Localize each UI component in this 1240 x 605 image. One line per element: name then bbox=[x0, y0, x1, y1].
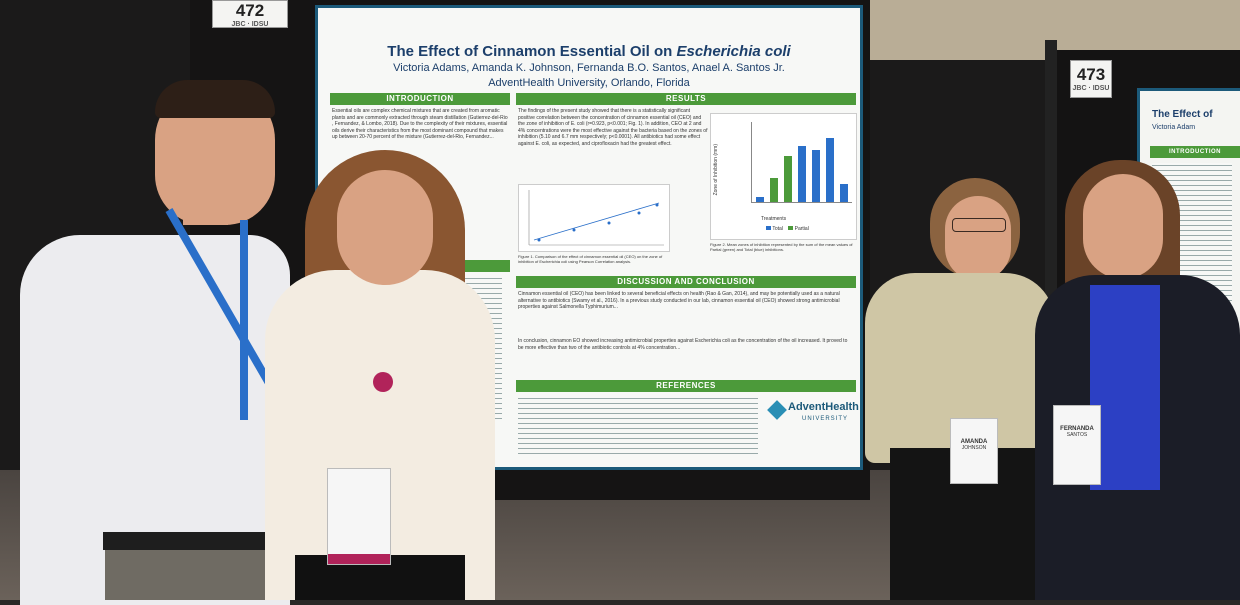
conclusion-text: In conclusion, cinnamon EO showed increa… bbox=[518, 338, 848, 351]
scatter-chart bbox=[518, 184, 670, 252]
bar-plot-area bbox=[751, 122, 852, 203]
scatter-plot bbox=[528, 190, 664, 246]
badge-pin-icon bbox=[373, 372, 393, 392]
booth-tag-left: 472 JBC · IDSU bbox=[212, 0, 288, 28]
booth-number: 472 bbox=[235, 1, 265, 20]
poster-affiliation: AdventHealth University, Orlando, Florid… bbox=[488, 77, 690, 89]
booth-tag-right: 473 JBC · IDSU bbox=[1070, 60, 1112, 98]
bar-chart: Treatments Zone of Inhibition (mm) Total… bbox=[710, 113, 857, 240]
face bbox=[945, 196, 1011, 281]
fig2-caption: Figure 2. Mean zones of inhibition repre… bbox=[710, 242, 853, 252]
results-text: The findings of the present study showed… bbox=[518, 108, 708, 147]
person-woman-blazer: FERNANDA SANTOS bbox=[1035, 160, 1240, 600]
poster2-authors: Victoria Adam bbox=[1152, 124, 1196, 131]
face bbox=[337, 170, 433, 285]
badge-name: AMANDA bbox=[960, 439, 988, 445]
bar bbox=[756, 197, 764, 202]
adventhealth-logo-icon bbox=[767, 400, 787, 420]
chart-ylabel: Zone of Inhibition (mm) bbox=[713, 144, 719, 196]
person-woman-cream bbox=[265, 150, 495, 600]
poster2-section: INTRODUCTION bbox=[1150, 146, 1240, 158]
lanyard-strap bbox=[240, 220, 248, 420]
booth-sub: JBC · IDSU bbox=[231, 21, 269, 28]
booth-sub: JBC · IDSU bbox=[1072, 85, 1110, 92]
person-man-left bbox=[15, 80, 305, 605]
logo-sub: UNIVERSITY bbox=[802, 416, 849, 422]
blue-top bbox=[1090, 285, 1160, 490]
hair bbox=[155, 80, 275, 118]
badge-name: FERNANDA bbox=[1060, 426, 1094, 432]
badge-surname: JOHNSON bbox=[961, 445, 987, 451]
conference-badge: AMANDA JOHNSON bbox=[950, 418, 998, 484]
section-results: RESULTS bbox=[516, 93, 856, 105]
bar bbox=[770, 178, 778, 202]
bar bbox=[798, 146, 806, 202]
section-discussion: DISCUSSION AND CONCLUSION bbox=[516, 276, 856, 288]
badge-accent bbox=[328, 554, 390, 564]
face bbox=[1083, 174, 1163, 279]
person-woman-floral: AMANDA JOHNSON bbox=[860, 178, 1060, 600]
poster2-title: The Effect of bbox=[1152, 109, 1213, 120]
chart-legend: Total Partial bbox=[766, 226, 809, 232]
conference-badge: FERNANDA SANTOS bbox=[1053, 405, 1101, 485]
section-introduction: INTRODUCTION bbox=[330, 93, 510, 105]
conference-badge bbox=[327, 468, 391, 565]
glasses-icon bbox=[952, 218, 1006, 232]
discussion-text: Cinnamon essential oil (CEO) has been li… bbox=[518, 291, 840, 310]
references-text-block bbox=[518, 396, 758, 456]
logo-name: AdventHealth bbox=[788, 401, 859, 413]
trousers bbox=[105, 540, 295, 600]
bar bbox=[784, 156, 792, 202]
belt bbox=[103, 532, 293, 550]
bar bbox=[826, 138, 834, 202]
chart-xlabel: Treatments bbox=[761, 216, 787, 222]
bar bbox=[812, 150, 820, 202]
intro-text: Essential oils are complex chemical mixt… bbox=[332, 108, 508, 140]
poster-authors: Victoria Adams, Amanda K. Johnson, Ferna… bbox=[393, 62, 785, 74]
booth-number: 473 bbox=[1076, 65, 1106, 84]
poster-title: The Effect of Cinnamon Essential Oil on … bbox=[387, 43, 791, 60]
badge-surname: SANTOS bbox=[1066, 432, 1088, 438]
section-references: REFERENCES bbox=[516, 380, 856, 392]
bar bbox=[840, 184, 848, 202]
fig1-caption: Figure 1. Comparison of the effect of ci… bbox=[518, 254, 663, 264]
